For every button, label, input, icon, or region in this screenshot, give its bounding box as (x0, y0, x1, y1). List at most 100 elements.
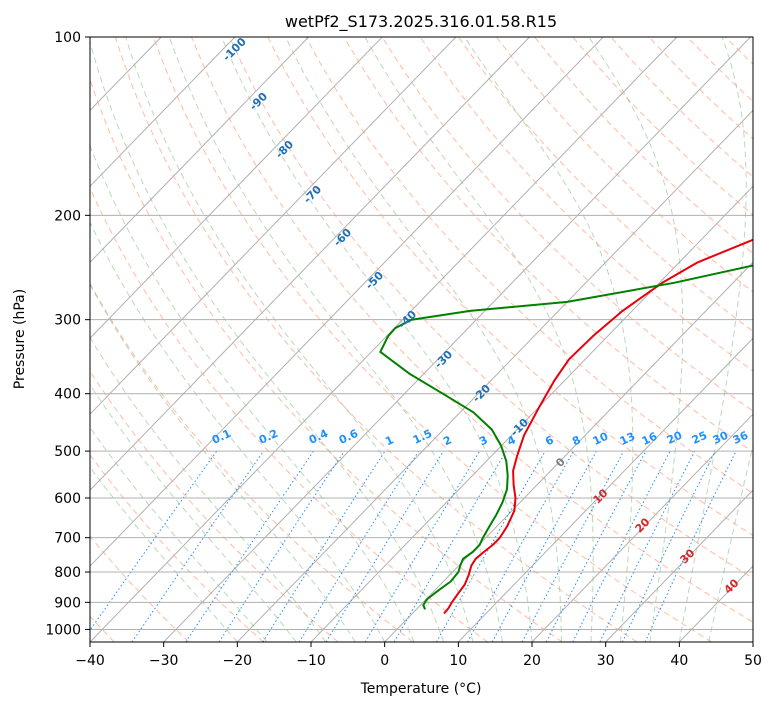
mixing-ratio-label: 0.1 (210, 427, 233, 447)
mixing-ratio-line (644, 450, 737, 642)
x-tick-label: 10 (449, 653, 467, 669)
moist-adiabat-line (90, 466, 238, 642)
x-tick-label: 0 (380, 653, 389, 669)
y-tick-label: 100 (54, 30, 81, 46)
mixing-ratio-label: 0.2 (257, 427, 280, 447)
mixing-ratio-line (131, 450, 265, 642)
dry-adiabat-line (305, 37, 753, 494)
dry-adiabat-line (764, 37, 775, 642)
chart-title: wetPf2_S173.2025.316.01.58.R15 (285, 12, 557, 32)
isotherm-line (752, 641, 753, 642)
y-tick-label: 200 (54, 208, 81, 224)
x-axis-label: Temperature (°C) (360, 681, 482, 697)
isotherm-line (236, 109, 753, 642)
background-lines (90, 37, 775, 642)
x-tick-label: −10 (296, 653, 326, 669)
dry-adiabat-label: 0 (553, 455, 568, 470)
x-tick-label: 30 (597, 653, 615, 669)
mixing-ratio-label: 10 (591, 430, 611, 448)
y-axis-ticks: 1000 900 800 700 600 500 400 300 200 100 (45, 30, 90, 638)
isotherm-line (310, 185, 753, 642)
y-tick-label: 300 (54, 313, 81, 329)
moist-adiabat-label: -20 (470, 382, 493, 405)
mixing-ratio-label: 20 (665, 429, 685, 447)
dry-adiabat-label: 30 (678, 546, 698, 566)
moist-adiabat-label: -100 (220, 35, 249, 64)
dry-adiabat-line (191, 37, 753, 623)
moist-adiabat-line (90, 283, 356, 642)
dry-adiabat-line (572, 37, 753, 216)
isotherm-line (90, 37, 530, 491)
moist-adiabat-label: -80 (273, 138, 296, 161)
moist-adiabat-line (708, 443, 753, 642)
dry-adiabat-line (648, 37, 753, 140)
dry-adiabat-label: 10 (591, 486, 611, 506)
x-tick-label: 20 (523, 653, 541, 669)
mixing-ratio-label: 0.6 (337, 427, 360, 447)
mixing-ratio-label: 8 (570, 433, 582, 448)
dry-adiabat-line (90, 454, 264, 642)
isotherm-line (90, 37, 457, 415)
mixing-ratio-label: 25 (690, 429, 709, 447)
isotherm-line (90, 37, 678, 642)
moist-adiabat-line (90, 221, 386, 642)
mixing-ratio-label: 16 (640, 430, 660, 448)
temperature-line (443, 238, 753, 615)
isotherm-line (90, 37, 236, 188)
isotherm-line (384, 261, 753, 642)
dry-adiabat-line (724, 37, 753, 65)
moist-adiabat-label: -60 (331, 226, 354, 249)
moist-adiabat-line (90, 144, 415, 642)
mixing-ratio-line (90, 450, 218, 632)
x-tick-label: −20 (223, 653, 253, 669)
dry-adiabat-line (534, 37, 753, 254)
x-tick-label: −40 (75, 653, 105, 669)
profile-series (379, 238, 753, 615)
moist-adiabat-line (464, 37, 634, 642)
mixing-ratio-line (521, 450, 625, 642)
mixing-ratio-label: 0.4 (307, 427, 330, 447)
y-axis-label: Pressure (hPa) (12, 289, 28, 389)
x-tick-label: 50 (744, 653, 762, 669)
isotherm-line (90, 37, 309, 263)
dry-adiabat-line (90, 535, 190, 642)
y-tick-label: 400 (54, 387, 81, 403)
y-tick-label: 700 (54, 531, 81, 547)
mixing-ratio-line (491, 450, 597, 642)
moist-adiabat-label: -40 (396, 308, 419, 331)
dry-adiabat-line (496, 37, 753, 293)
y-tick-label: 900 (54, 595, 81, 611)
moist-adiabat-label: -90 (247, 90, 270, 113)
mixing-ratio-line (218, 450, 345, 642)
mixing-ratio-line (467, 450, 575, 642)
dry-adiabat-line (90, 187, 488, 642)
moist-adiabat-label: -50 (363, 269, 386, 292)
isotherm-line (90, 37, 383, 339)
dry-adiabat-line (90, 77, 563, 642)
y-tick-label: 500 (54, 444, 81, 460)
dry-adiabat-label: 20 (633, 515, 653, 535)
dry-adiabat-line (90, 282, 414, 642)
mixing-ratio-line (185, 450, 314, 642)
moist-adiabat-line (285, 37, 562, 642)
dry-adiabat-line (343, 37, 753, 453)
dry-adiabat-line (90, 370, 339, 642)
isotherm-line (457, 337, 753, 642)
y-tick-label: 1000 (45, 622, 81, 638)
y-tick-label: 800 (54, 565, 81, 581)
mixing-ratio-label: 3 (477, 433, 489, 448)
mixing-ratio-line (545, 450, 647, 642)
moist-adiabat-line (168, 37, 503, 642)
x-axis-ticks: −40 −30 −20 −10 0 10 20 30 40 50 (75, 642, 762, 669)
plot-frame (89, 36, 754, 643)
moist-adiabat-line (678, 37, 747, 642)
moist-adiabat-line (588, 37, 684, 642)
moist-adiabat-label: -70 (301, 183, 324, 206)
moist-adiabat-line (90, 383, 297, 642)
y-tick-label: 600 (54, 491, 81, 507)
isotherm-line (163, 37, 751, 642)
moist-adiabat-line (221, 37, 533, 642)
dry-adiabat-line (114, 37, 638, 642)
isotherm-line (90, 37, 604, 567)
